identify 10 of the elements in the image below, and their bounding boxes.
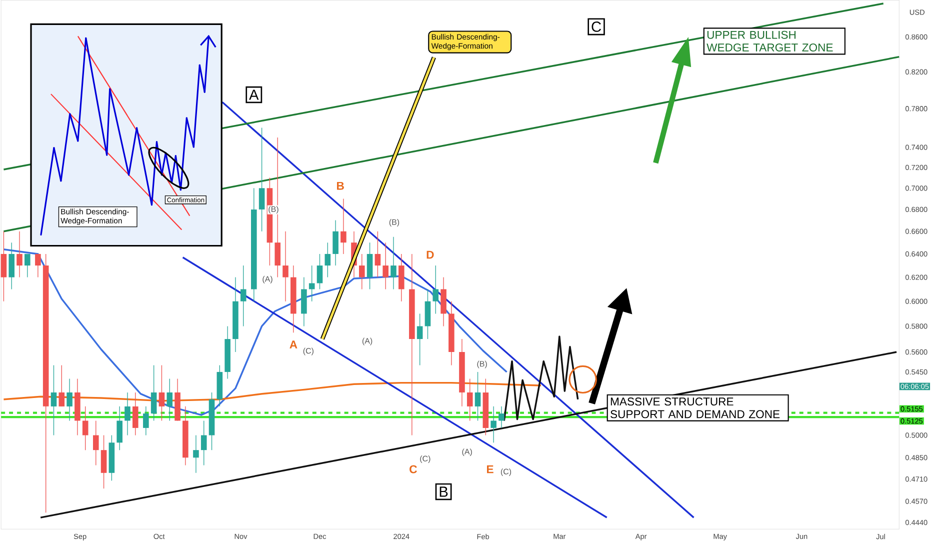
annotation: UPPER BULLISH WEDGE TARGET ZONE [706, 30, 833, 52]
annotation: MASSIVE STRUCTURE SUPPORT AND DEMAND ZONE [610, 397, 780, 418]
annotation: A [249, 90, 259, 100]
annotation: E [487, 465, 494, 474]
annotation: B [440, 486, 448, 497]
annotation: A [290, 340, 298, 348]
annotation: C [410, 465, 417, 474]
annotation: C [592, 22, 602, 32]
annotation: B [337, 182, 344, 190]
annotation: D [426, 250, 434, 259]
